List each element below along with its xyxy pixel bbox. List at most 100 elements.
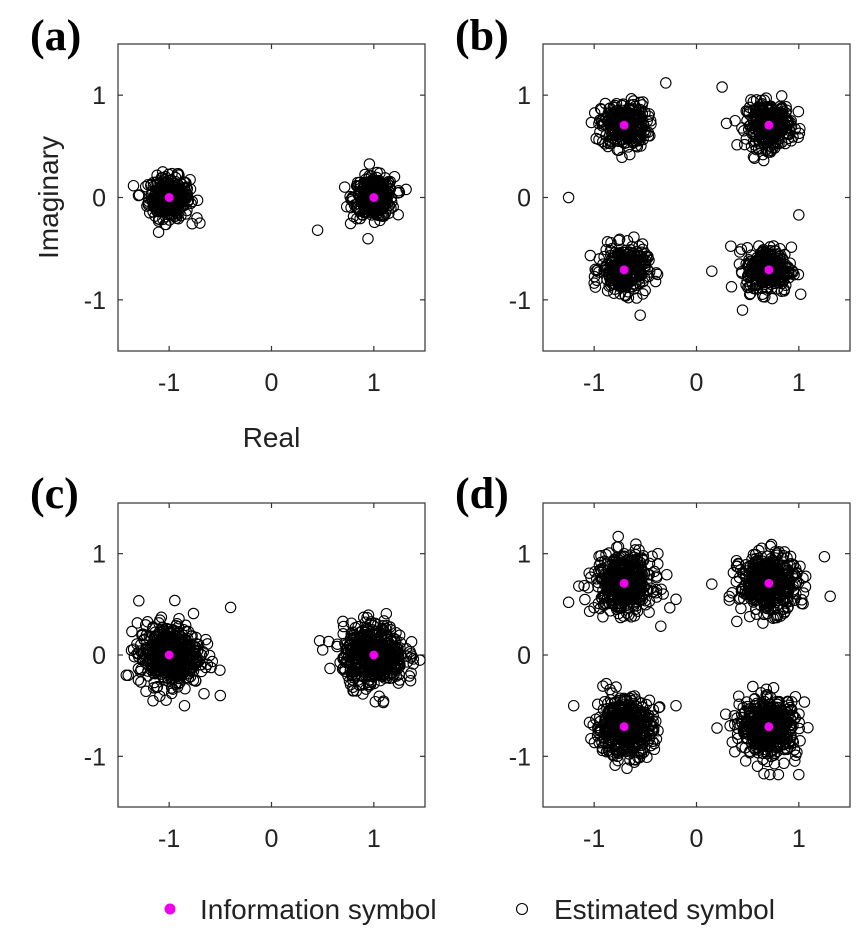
axes-frame [542, 43, 851, 352]
legend-estimated-marker [515, 902, 529, 916]
estimated-symbols [562, 77, 807, 321]
estimated-point [181, 189, 194, 201]
estimated-point [344, 663, 357, 675]
estimated-symbols [562, 530, 836, 781]
estimated-point [725, 281, 738, 293]
estimated-point [191, 194, 204, 207]
estimated-point [626, 707, 639, 720]
estimated-point [785, 704, 797, 717]
estimated-point [190, 653, 202, 666]
estimated-point [610, 681, 622, 693]
y-axis-title: Imaginary [33, 136, 64, 259]
estimated-point [181, 654, 194, 666]
estimated-point [614, 692, 626, 704]
estimated-point [639, 260, 651, 272]
estimated-point [778, 757, 790, 770]
estimated-point [642, 130, 655, 142]
estimated-point [649, 275, 662, 288]
estimated-point [770, 135, 782, 148]
estimated-point [173, 206, 185, 219]
estimated-point [364, 641, 377, 653]
estimated-point [758, 589, 771, 601]
estimated-point [602, 739, 614, 752]
estimated-point [620, 709, 633, 721]
estimated-point [652, 558, 664, 570]
x-tick-label: 0 [265, 369, 279, 397]
estimated-point [615, 601, 628, 614]
estimated-point [347, 649, 359, 661]
estimated-point [650, 591, 663, 603]
estimated-point-outlier [414, 654, 426, 666]
estimated-point [367, 205, 379, 217]
estimated-point [757, 617, 769, 629]
estimated-point [363, 158, 376, 170]
estimated-point [798, 696, 811, 708]
estimated-point [733, 258, 746, 270]
estimated-point [628, 116, 641, 128]
estimated-point [609, 124, 622, 137]
information-point [764, 578, 774, 588]
estimated-point [134, 645, 147, 657]
estimated-point [578, 579, 590, 592]
estimated-point [597, 680, 609, 692]
estimated-point [624, 712, 637, 725]
estimated-point [768, 110, 780, 122]
estimated-point [157, 621, 169, 634]
estimated-point [619, 107, 632, 120]
estimated-point [585, 732, 597, 745]
estimated-point [740, 559, 752, 571]
estimated-point [336, 663, 349, 675]
estimated-point [370, 628, 383, 641]
estimated-point [743, 281, 756, 293]
estimated-point [725, 240, 737, 252]
information-point [764, 722, 774, 732]
estimated-point [593, 550, 605, 562]
estimated-point [589, 281, 602, 293]
estimated-point [647, 724, 659, 737]
estimated-point [609, 558, 621, 571]
estimated-point [611, 144, 624, 156]
estimated-point [633, 129, 646, 142]
estimated-point [632, 274, 645, 286]
estimated-point-outlier [793, 768, 805, 781]
estimated-point [606, 113, 618, 125]
estimated-point [784, 595, 797, 607]
estimated-point [338, 181, 351, 193]
estimated-point [603, 584, 615, 596]
estimated-point [639, 284, 651, 297]
estimated-point [360, 623, 372, 635]
estimated-point [636, 253, 649, 265]
estimated-point-outlier [711, 722, 723, 734]
estimated-point [357, 688, 369, 700]
estimated-point-outlier [772, 768, 785, 781]
estimated-point [353, 631, 366, 644]
information-point [619, 265, 629, 275]
estimated-point [168, 210, 181, 223]
estimated-point [775, 249, 787, 262]
estimated-point [350, 201, 363, 214]
estimated-point [784, 550, 797, 563]
x-tick-label: -1 [583, 369, 605, 397]
x-axis-title: Real [243, 422, 301, 453]
y-tick-label: 0 [92, 642, 106, 670]
estimated-point [771, 706, 783, 718]
information-point [619, 722, 629, 732]
estimated-point [780, 743, 793, 755]
estimated-point [741, 696, 753, 708]
estimated-point [390, 670, 403, 682]
estimated-point [765, 557, 777, 570]
estimated-point [633, 135, 645, 147]
estimated-point [774, 569, 787, 582]
estimated-point [173, 197, 185, 210]
estimated-point [362, 232, 374, 245]
estimated-point [753, 579, 765, 591]
estimated-point [337, 615, 349, 628]
estimated-point [750, 94, 763, 106]
estimated-point [148, 192, 161, 205]
estimated-point [731, 139, 743, 151]
estimated-point [719, 708, 732, 720]
estimated-point [773, 276, 785, 289]
estimated-point [735, 716, 748, 728]
estimated-point [824, 590, 836, 603]
